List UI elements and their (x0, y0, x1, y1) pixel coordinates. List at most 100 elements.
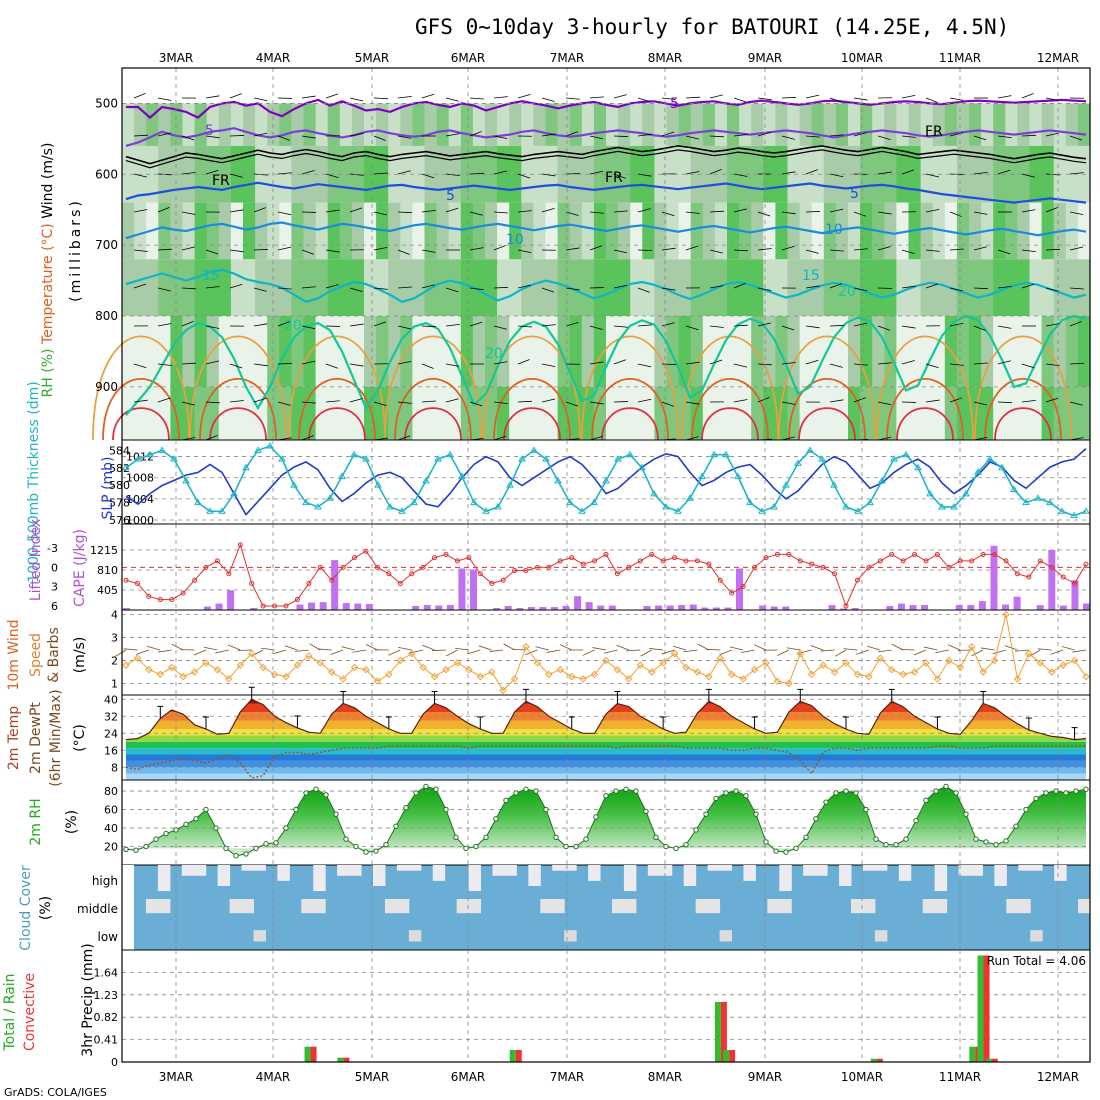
precip-tick-label: 1.23 (94, 989, 119, 1002)
upper-wind-barb (925, 134, 940, 137)
thickness-marker (1010, 485, 1018, 493)
cape-bar (1083, 603, 1090, 610)
high-cloud-gap (958, 865, 971, 876)
lifted-index-point (752, 564, 758, 570)
rh-shade-cell (230, 103, 244, 146)
upper-wind-barb (637, 363, 652, 368)
rh-shade-cell (339, 103, 353, 146)
temp-color-band (126, 754, 1086, 761)
upper-wind-barb (373, 247, 388, 251)
rh-shade-cell (642, 386, 655, 440)
rh-shade-cell (194, 202, 208, 260)
contour-label: 15 (202, 268, 220, 284)
rh-shade-cell (243, 316, 256, 387)
thickness-marker (710, 450, 718, 458)
upper-wind-barb (565, 287, 580, 291)
cloud-gap (122, 865, 134, 950)
rh-shade-cell (835, 316, 849, 387)
warm-temperature-contour (308, 407, 366, 441)
surface-wind-barb (294, 649, 309, 652)
lifted-index-point (934, 551, 940, 557)
rh-point (223, 845, 229, 852)
wind-speed-point (590, 670, 599, 679)
warm-temperature-contour (384, 335, 482, 441)
thickness-marker (122, 463, 130, 471)
upper-wind-barb (325, 93, 339, 99)
precip-bar-convective (310, 1046, 317, 1062)
lifted-index-point (866, 564, 872, 570)
rh-shade-cell (412, 202, 426, 260)
wind-speed-point (510, 675, 519, 683)
cape-tick-label: 1215 (90, 544, 118, 557)
cape-bar (782, 606, 790, 610)
surface-wind-barb (446, 649, 458, 657)
lifted-index-point (912, 551, 918, 557)
cape-bar (643, 606, 651, 610)
rh-shade-cell (932, 386, 946, 440)
high-cloud-gap (217, 865, 231, 886)
precip-bar-convective (720, 1001, 727, 1062)
upper-wind-barb (157, 323, 172, 327)
upper-wind-barb (829, 97, 843, 103)
rh-point (713, 795, 719, 802)
thickness-tick-label: 578 (109, 497, 130, 510)
surface-wind-barb (740, 649, 755, 653)
rh-shade-cell (630, 202, 643, 260)
temperature-contour-line (126, 98, 1087, 120)
upper-wind-barb (421, 173, 435, 179)
upper-wind-barb (205, 325, 220, 329)
precip-bar-total (337, 1057, 344, 1062)
warm-temperature-contour (601, 407, 659, 441)
cape-bar (446, 605, 454, 610)
rh-shade-cell (823, 103, 837, 146)
upper-wind-barb (637, 173, 652, 177)
rh-point (753, 811, 759, 817)
upper-wind-barb (397, 435, 411, 441)
rh-point (363, 849, 369, 855)
surface-wind-barb (948, 644, 961, 651)
thickness-marker (782, 481, 790, 488)
upper-wind-barb (925, 249, 940, 252)
cape-bar (1002, 604, 1010, 610)
rh-shade-cell (823, 316, 837, 387)
rh-shade-cell (1065, 316, 1079, 387)
cape-bar (1013, 596, 1021, 610)
rh-shade-cell (581, 316, 595, 387)
wind-speed-point (773, 677, 782, 685)
lifted-index-point (432, 555, 438, 561)
surface-wind-barb (136, 649, 149, 655)
rh-shade-cell (339, 202, 353, 260)
rh-point (1003, 838, 1009, 844)
rh-shade-cell (678, 316, 692, 387)
wind-speed-point (682, 663, 690, 672)
lifted-index-point (660, 558, 666, 564)
lifted-index-point (523, 568, 529, 574)
wind-speed-point (1025, 649, 1033, 658)
rh-shade-cell (714, 103, 728, 146)
surface-wind-barb (891, 643, 904, 651)
lifted-index-point (1049, 564, 1055, 570)
cape-bar (840, 608, 848, 610)
rh-shade-cell (1017, 316, 1031, 387)
rh-shade-cell (908, 386, 922, 440)
rh-point (143, 843, 149, 850)
rh-shade-cell (206, 202, 220, 260)
thickness-marker (698, 472, 706, 479)
rh-point (243, 851, 249, 857)
upper-wind-barb (445, 133, 460, 137)
lifted-index-point (192, 577, 198, 583)
thickness-marker (758, 507, 766, 514)
rh-shade-cell (400, 145, 413, 203)
wind-speed-point (293, 661, 302, 669)
temperature-contour-line (125, 127, 1087, 147)
low-cloud-gap (408, 930, 422, 942)
rh-shade-cell (1053, 103, 1067, 146)
upper-wind-barb (709, 325, 724, 328)
rh-shade-cell (146, 316, 159, 387)
rh-shade-cell (678, 103, 692, 146)
upper-wind-barb (925, 363, 939, 369)
wind-speed-point (933, 675, 942, 683)
high-cloud-gap (839, 865, 852, 886)
rh-point (583, 836, 589, 842)
lifted-index-point (157, 597, 163, 603)
